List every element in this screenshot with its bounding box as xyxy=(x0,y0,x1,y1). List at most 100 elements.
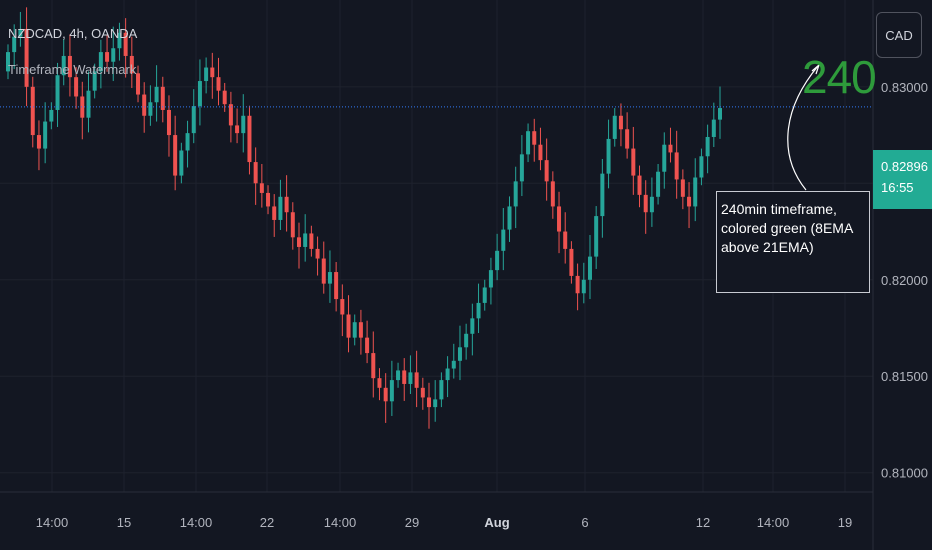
candle-body xyxy=(649,196,654,213)
candle-body xyxy=(383,387,388,402)
candle-body xyxy=(6,52,10,72)
candle-body xyxy=(526,131,531,155)
candle-body xyxy=(253,162,258,184)
candle-body xyxy=(662,144,667,172)
currency-button[interactable]: CAD xyxy=(876,12,922,58)
watermark-arrow xyxy=(787,65,819,191)
candle-body xyxy=(49,109,54,122)
candle-body xyxy=(488,270,493,288)
candle-body xyxy=(284,196,289,213)
candle-body xyxy=(519,154,524,182)
watermark-arrow-head xyxy=(811,63,821,75)
indicator-title[interactable]: Timeframe Watermark xyxy=(8,62,137,77)
price-tick-label: 0.83000 xyxy=(881,80,928,95)
candle-body xyxy=(693,177,698,207)
candle-body xyxy=(711,119,716,137)
candle-body xyxy=(563,231,568,249)
candle-body xyxy=(142,94,147,116)
candle-body xyxy=(637,175,642,195)
candle-body xyxy=(402,370,407,384)
candle-body xyxy=(625,129,630,149)
candle-body xyxy=(538,144,543,161)
candle-body xyxy=(235,125,240,134)
time-tick-label: 14:00 xyxy=(180,515,213,530)
candle-body xyxy=(445,368,450,381)
candle-body xyxy=(482,287,487,303)
candle-body xyxy=(365,337,370,354)
candle-body xyxy=(427,397,432,408)
candle-body xyxy=(457,347,462,361)
candle-body xyxy=(612,115,617,139)
candle-body xyxy=(618,115,623,130)
bar-countdown: 16:55 xyxy=(881,180,914,195)
candle-body xyxy=(92,71,97,91)
candle-body xyxy=(36,135,41,149)
candle-body xyxy=(550,181,555,207)
candle-body xyxy=(340,299,345,315)
candle-body xyxy=(705,136,710,157)
time-tick-label: 29 xyxy=(405,515,419,530)
candle-body xyxy=(513,181,518,207)
candle-body xyxy=(439,380,444,400)
candle-body xyxy=(18,28,23,37)
candle-body xyxy=(80,96,85,118)
candle-body xyxy=(464,333,469,348)
candle-body xyxy=(507,206,512,230)
candle-body xyxy=(358,322,363,338)
candle-body xyxy=(55,75,60,110)
candles xyxy=(6,7,722,429)
candle-body xyxy=(148,102,153,116)
candle-body xyxy=(544,160,549,182)
time-tick-label: 19 xyxy=(838,515,852,530)
candle-body xyxy=(674,152,679,180)
candle-body xyxy=(136,73,141,95)
candle-body xyxy=(123,32,128,56)
chart-grid xyxy=(0,0,873,492)
candle-body xyxy=(352,322,357,338)
candle-body xyxy=(408,372,413,384)
candle-body xyxy=(594,216,599,257)
candle-body xyxy=(433,399,438,408)
candle-body xyxy=(687,196,692,207)
candle-body xyxy=(451,360,456,369)
candle-body xyxy=(303,233,308,247)
time-tick-label: 14:00 xyxy=(36,515,69,530)
time-tick-label: 22 xyxy=(260,515,274,530)
time-tick-label: 14:00 xyxy=(757,515,790,530)
time-tick-label: 14:00 xyxy=(324,515,357,530)
candle-body xyxy=(105,52,110,62)
candle-body xyxy=(30,86,35,136)
annotation-line-1: 240min timeframe, xyxy=(721,201,837,217)
candle-body xyxy=(606,138,611,174)
candle-body xyxy=(420,387,425,398)
candle-body xyxy=(414,372,419,388)
candle-body xyxy=(241,115,246,134)
time-tick-label: 6 xyxy=(581,515,588,530)
candle-body xyxy=(569,248,574,276)
annotation-box[interactable]: 240min timeframe, colored green (8EMA ab… xyxy=(716,191,870,293)
candle-body xyxy=(718,108,722,120)
candle-body xyxy=(111,48,116,62)
candle-body xyxy=(197,81,202,107)
candle-body xyxy=(643,194,648,213)
candle-body xyxy=(470,318,475,334)
candle-body xyxy=(266,192,271,207)
candle-body xyxy=(247,115,252,163)
candle-body xyxy=(575,275,580,294)
candle-body xyxy=(296,237,301,247)
time-tick-label: 15 xyxy=(117,515,131,530)
candle-body xyxy=(532,131,537,145)
candle-body xyxy=(321,258,326,284)
candle-body xyxy=(12,36,17,53)
candle-body xyxy=(334,272,339,300)
candle-body xyxy=(210,67,215,78)
candle-body xyxy=(204,67,209,82)
candle-body xyxy=(315,248,320,259)
candle-body xyxy=(581,279,586,294)
candle-body xyxy=(600,173,605,217)
candle-body xyxy=(160,86,165,110)
symbol-title[interactable]: NZDCAD, 4h, OANDA xyxy=(8,26,138,41)
candle-body xyxy=(61,55,66,76)
time-tick-label: 12 xyxy=(696,515,710,530)
